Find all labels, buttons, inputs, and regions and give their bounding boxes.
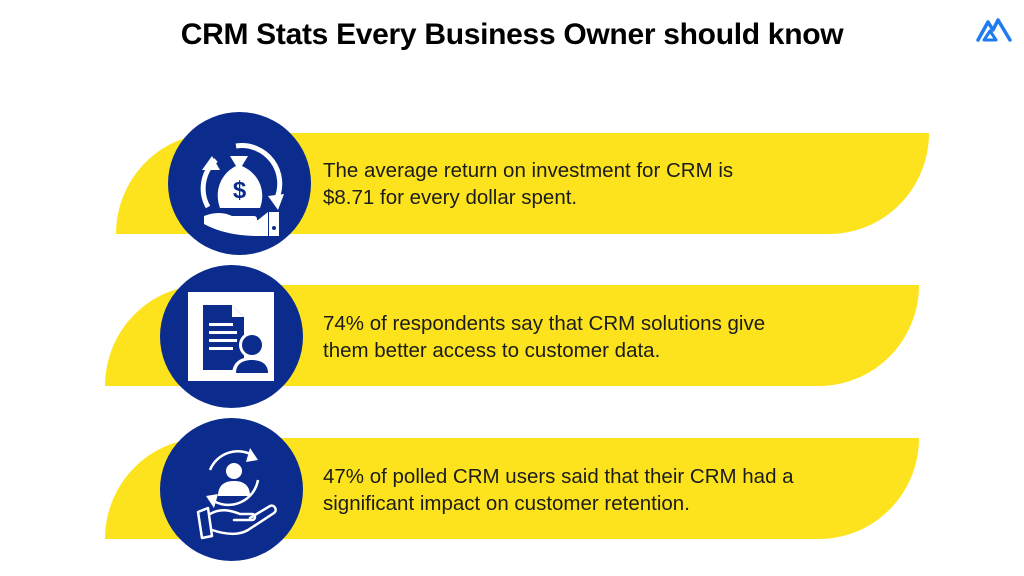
stat-icon-circle: [160, 265, 303, 408]
hand-customer-retention-icon: [196, 448, 277, 540]
svg-text:$: $: [233, 177, 247, 204]
stat-line-2: $8.71 for every dollar spent.: [323, 186, 578, 209]
stat-line-1: 74% of respondents say that CRM solution…: [323, 312, 766, 335]
stat-text: 47% of polled CRM users said that their …: [323, 463, 794, 517]
page-title: CRM Stats Every Business Owner should kn…: [180, 18, 844, 51]
stat-text: 74% of respondents say that CRM solution…: [323, 310, 765, 364]
stat-line-2: significant impact on customer retention…: [323, 492, 690, 515]
money-bag-roi-icon: $: [200, 143, 284, 236]
stat-icon-circle: $: [168, 112, 311, 255]
document-user-icon: [188, 292, 274, 381]
stat-icon-circle: [160, 418, 303, 561]
stat-line-2: them better access to customer data.: [323, 339, 661, 362]
mountain-logo-icon: [974, 14, 1014, 44]
stat-line-1: The average return on investment for CRM…: [323, 159, 734, 182]
stat-text: The average return on investment for CRM…: [323, 157, 733, 211]
stat-line-1: 47% of polled CRM users said that their …: [323, 465, 794, 488]
